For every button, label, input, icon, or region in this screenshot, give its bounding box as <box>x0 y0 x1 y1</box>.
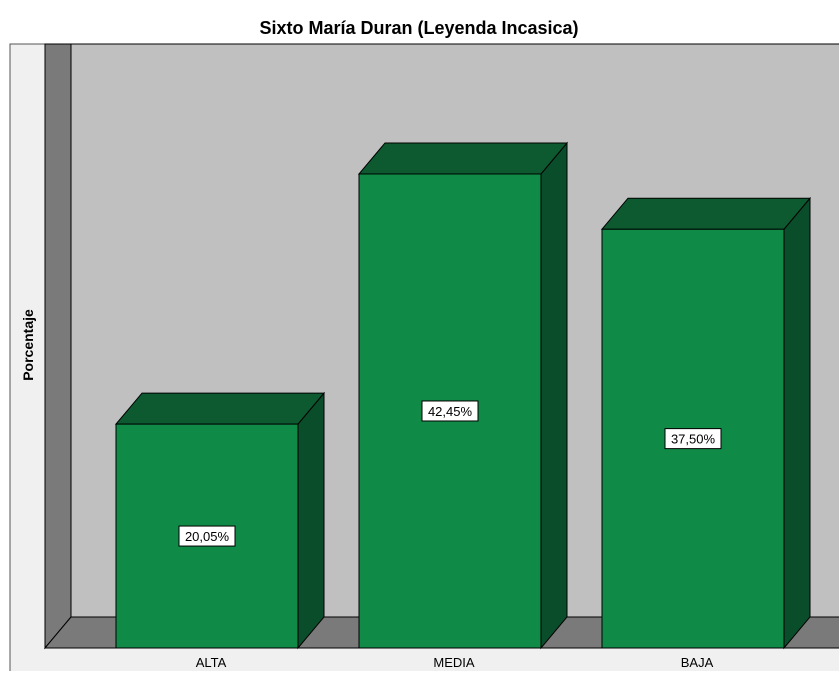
bar-top-face <box>114 392 326 425</box>
x-tick-label: ALTA <box>196 655 227 670</box>
x-tick-label: BAJA <box>681 655 714 670</box>
bar-media: 42,45% <box>357 141 569 650</box>
bar-baja: 37,50% <box>600 196 812 650</box>
data-label-box <box>664 428 722 450</box>
data-label-box <box>178 525 236 547</box>
bar-side-face <box>783 196 811 650</box>
plot-left-wall <box>44 43 72 650</box>
bar-side-face <box>297 391 325 650</box>
x-tick-label: MEDIA <box>433 655 475 670</box>
bar-top-face <box>600 197 812 230</box>
bars-group: 20,05% 42,45% 37,50% <box>114 141 812 650</box>
data-label: 37,50% <box>671 432 716 447</box>
bar-top-face <box>357 142 569 175</box>
bar-side-face <box>540 141 568 650</box>
data-label: 20,05% <box>185 529 230 544</box>
y-axis-label: Porcentaje <box>20 309 36 381</box>
bar-alta: 20,05% <box>114 391 326 650</box>
data-label: 42,45% <box>428 404 473 419</box>
data-label-box <box>421 400 479 422</box>
chart-title: Sixto María Duran (Leyenda Incasica) <box>259 18 578 38</box>
